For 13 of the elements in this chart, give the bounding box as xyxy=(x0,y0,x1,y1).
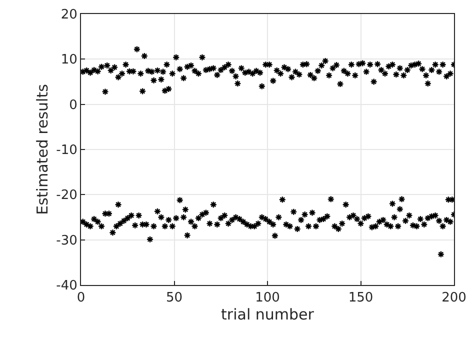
x-tick-label: 150 xyxy=(348,290,374,306)
y-tick-label: -30 xyxy=(56,233,78,248)
y-tick-label: -40 xyxy=(56,278,78,294)
y-tick-label: 20 xyxy=(60,8,78,23)
x-axis-title: trial number xyxy=(221,306,315,324)
y-tick-label: -20 xyxy=(56,188,78,204)
y-tick-label: -10 xyxy=(56,143,78,158)
y-axis-title: Estimated results xyxy=(33,84,52,215)
x-tick-label: 100 xyxy=(255,290,280,306)
x-tick-label: 50 xyxy=(166,290,183,306)
y-tick-label: 0 xyxy=(69,98,78,113)
y-tick-label: 10 xyxy=(60,52,78,68)
x-tick-label: 200 xyxy=(442,290,466,306)
